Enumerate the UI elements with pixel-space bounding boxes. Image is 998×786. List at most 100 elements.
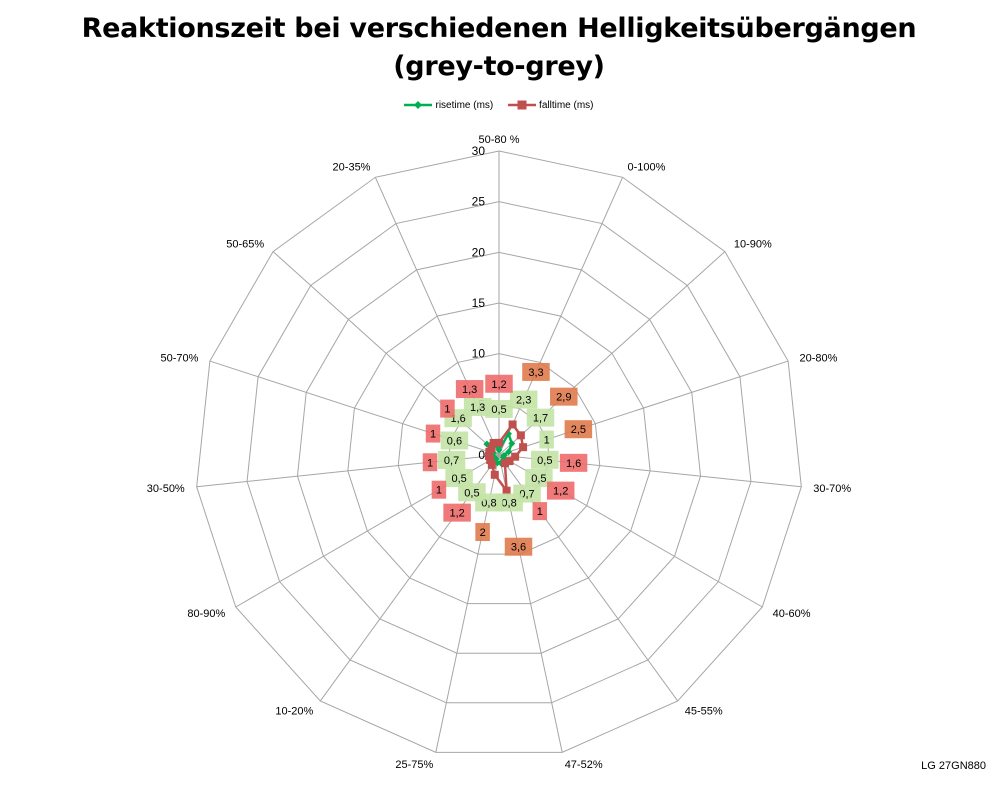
category-label: 47-52% [565,759,603,771]
grid-ring-20 [296,251,702,654]
data-label-falltime: 1,2 [553,486,568,498]
data-label-bg-falltime [550,387,578,406]
grid-ring-15 [347,302,651,605]
data-label-falltime: 2,9 [556,392,571,404]
chart-title-line2: (grey-to-grey) [393,51,605,82]
data-label-risetime: 0,5 [491,404,506,416]
data-label-risetime: 1 [544,435,550,447]
data-label-bg-risetime [525,469,553,488]
data-label-risetime: 2,3 [516,395,531,407]
category-label: 30-70% [813,483,851,495]
data-label-bg-risetime [437,450,466,469]
category-label: 20-80% [800,352,838,364]
data-point-falltime [508,420,517,429]
data-label-falltime: 3,6 [511,542,526,554]
data-label-bg-risetime [485,399,513,418]
data-label-falltime: 1,2 [449,508,464,520]
data-label-falltime: 1,2 [491,379,506,391]
data-label-risetime: 0,7 [519,489,534,501]
footnote: LG 27GN880 [921,760,986,772]
category-label: 50-70% [161,352,199,364]
data-label-falltime: 1 [430,429,436,441]
data-label-bg-falltime [532,502,548,521]
data-point-falltime [487,444,496,453]
r-tick-label: 20 [472,245,486,259]
data-label-bg-risetime [509,390,538,409]
data-label-risetime: 0,5 [451,473,466,485]
data-point-falltime [490,470,499,479]
data-label-bg-risetime [440,431,469,450]
data-point-risetime [505,448,513,456]
data-label-bg-falltime [431,480,447,499]
data-label-bg-falltime [522,362,550,381]
r-tick-label: 15 [472,296,486,310]
data-label-bg-falltime [425,424,441,443]
data-label-bg-falltime [559,453,588,472]
r-tick-label: 10 [472,347,486,361]
data-point-falltime [519,443,528,452]
data-label-bg-falltime [546,481,575,500]
data-point-falltime [516,431,525,440]
data-point-falltime [484,452,493,461]
r-tick-label: 30 [472,144,486,158]
data-point-falltime [487,460,496,469]
data-point-falltime [505,457,514,466]
data-label-risetime: 0,8 [501,497,516,509]
grid-ring-30 [196,150,802,753]
data-label-risetime: 0,7 [444,455,459,467]
data-label-bg-falltime [455,380,484,399]
legend-falltime-icon [508,100,537,110]
category-label: 30-50% [147,483,185,495]
chart-title-line1: Reaktionszeit bei verschiedenen Helligke… [81,13,917,44]
data-label-bg-risetime [526,408,555,427]
data-label-risetime: 1,3 [470,402,485,414]
legend-item-falltime: falltime (ms) [508,100,594,111]
chart-title: Reaktionszeit bei verschiedenen Helligke… [0,10,998,86]
data-point-falltime [500,459,509,468]
data-point-falltime [489,438,498,447]
data-label-falltime: 1 [537,506,543,518]
data-label-falltime: 1 [444,404,450,416]
data-point-falltime [486,456,495,465]
data-point-falltime [495,438,503,447]
category-label: 40-60% [773,608,811,620]
data-label-risetime: 0,5 [537,455,552,467]
data-label-falltime: 2 [480,527,486,539]
category-label: 50-80 % [479,134,520,146]
data-label-falltime: 3,3 [528,367,543,379]
data-label-falltime: 1 [427,457,433,469]
category-label: 45-55% [685,706,723,718]
spoke-line [498,177,624,456]
data-point-risetime [495,446,503,454]
data-label-bg-risetime [539,430,554,449]
data-label-risetime: 0,6 [447,436,462,448]
category-label: 10-90% [734,239,772,251]
data-label-bg-falltime [485,374,513,393]
data-point-falltime [502,486,511,495]
legend-item-risetime: risetime (ms) [404,100,493,111]
data-label-risetime: 0,5 [531,473,546,485]
data-label-bg-risetime [445,469,473,488]
data-label-bg-falltime [440,399,455,418]
r-tick-label: 25 [472,195,486,209]
data-label-falltime: 1,3 [462,384,477,396]
data-label-bg-risetime [463,397,492,416]
data-label-bg-falltime [564,420,593,439]
data-label-bg-risetime [531,450,559,469]
data-label-bg-falltime [504,537,533,556]
legend-falltime-label: falltime (ms) [539,100,594,111]
data-label-risetime: 0,5 [464,487,479,499]
data-label-risetime: 1,7 [533,413,548,425]
legend-risetime-icon [404,101,433,110]
data-label-falltime: 1,6 [566,458,581,470]
data-label-bg-falltime [422,453,438,472]
category-label: 50-65% [226,239,264,251]
data-label-bg-risetime [458,483,486,502]
grid-ring-10 [397,353,601,555]
chart-legend: risetime (ms) falltime (ms) [0,100,998,111]
data-label-bg-falltime [443,503,471,522]
category-label: 25-75% [395,759,433,771]
data-point-falltime [511,452,520,461]
grid-ring-25 [246,201,752,704]
